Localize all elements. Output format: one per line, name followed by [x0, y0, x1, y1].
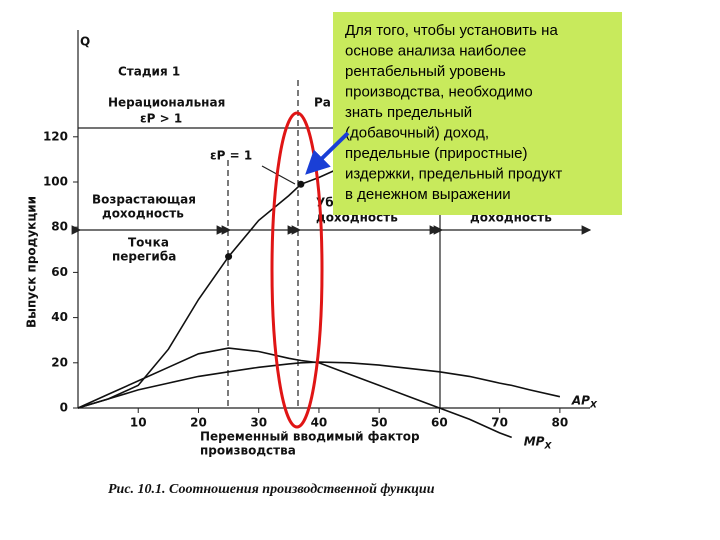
annotation: Возрастающая — [92, 193, 196, 207]
y-tick-label: 40 — [51, 310, 68, 324]
overlay-line: (добавочный) доход, — [345, 125, 489, 142]
annotation: Стадия 1 — [118, 65, 180, 79]
y-tick-label: 120 — [43, 129, 68, 143]
x-tick-label: 20 — [190, 416, 207, 430]
series-label: MPX — [524, 434, 553, 451]
overlay-line: производства, необходимо — [345, 84, 533, 101]
overlay-line: предельные (приростные) — [345, 145, 528, 162]
overlay-box — [333, 12, 622, 215]
x-tick-label: 70 — [491, 416, 508, 430]
y-tick-label: 0 — [60, 401, 68, 415]
marked-point — [225, 253, 233, 261]
annotation: εP = 1 — [210, 149, 252, 163]
y-tick-label: 60 — [51, 265, 68, 279]
highlight-ellipse — [270, 111, 324, 429]
series-label: APX — [571, 393, 598, 410]
pointer-arrow — [305, 131, 350, 175]
annotation: Q — [80, 35, 90, 49]
overlay-line: издержки, предельный продукт — [345, 166, 562, 183]
overlay-line: Для того, чтобы установить на — [345, 22, 558, 39]
x-tick-label: 60 — [431, 416, 448, 430]
x-tick-label: 40 — [311, 416, 328, 430]
x-tick-label: 30 — [250, 416, 267, 430]
overlay-text: Для того, чтобы установить на основе анал… — [345, 22, 562, 203]
annotation: доходность — [102, 207, 184, 221]
x-tick-label: 80 — [552, 416, 569, 430]
annotation: εP > 1 — [140, 112, 182, 126]
y-tick-label: 80 — [51, 220, 68, 234]
line-series — [77, 347, 512, 439]
y-axis-label: Выпуск продукции — [25, 196, 39, 328]
x-tick-label: 50 — [371, 416, 388, 430]
x-axis-label: производства — [200, 444, 296, 458]
line-series — [77, 361, 561, 409]
overlay-line: знать предельный — [345, 104, 472, 121]
x-tick-label: 10 — [130, 416, 147, 430]
y-tick-label: 100 — [43, 175, 68, 189]
overlay-line: в денежном выражении — [345, 186, 511, 203]
overlay-line: рентабельный уровень — [345, 63, 506, 80]
y-tick-label: 20 — [51, 355, 68, 369]
caption: Рис. 10.1. Соотношения производственной … — [108, 482, 435, 497]
overlay-line: основе анализа наиболее — [345, 43, 526, 60]
x-axis-label: Переменный вводимый фактор — [200, 430, 420, 444]
annotation: Точка — [128, 236, 169, 250]
annotation: Нерациональная — [108, 96, 225, 110]
annotation: перегиба — [112, 250, 176, 264]
annotation: Ра — [314, 96, 331, 110]
marked-point — [297, 180, 305, 188]
